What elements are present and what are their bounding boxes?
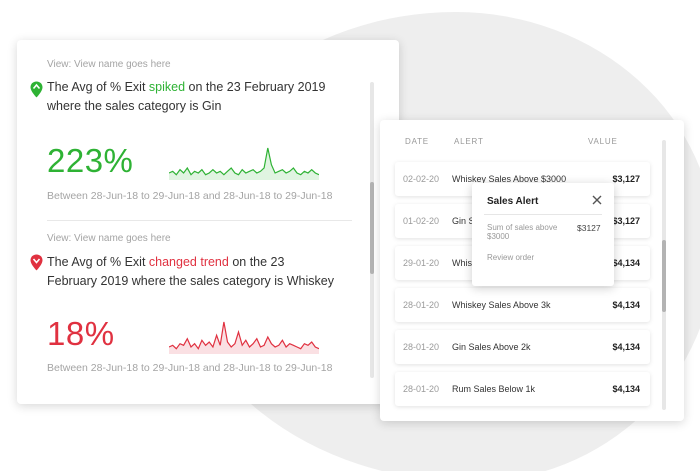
divider — [47, 220, 352, 221]
alert-date: 02-02-20 — [403, 174, 440, 184]
view-label: View: View name goes here — [47, 59, 171, 70]
alert-value: $3,127 — [612, 216, 640, 226]
scrollbar-thumb[interactable] — [662, 240, 666, 312]
column-header-alert: ALERT — [454, 137, 484, 146]
review-order-link[interactable]: Review order — [487, 253, 535, 262]
alert-value: $4,134 — [612, 342, 640, 352]
alert-date: 28-01-20 — [403, 342, 440, 352]
scrollbar[interactable] — [370, 82, 374, 378]
divider — [484, 214, 602, 215]
alert-name: Rum Sales Below 1k — [452, 384, 536, 394]
map-pin-icon — [30, 81, 43, 98]
alert-value: $4,134 — [612, 258, 640, 268]
alert-row[interactable]: 28-01-20 Whiskey Sales Above 3k $4,134 — [395, 288, 650, 322]
view-label: View: View name goes here — [47, 233, 171, 244]
scrollbar[interactable] — [662, 140, 666, 410]
column-header-value: VALUE — [588, 137, 618, 146]
alert-date: 01-02-20 — [403, 216, 440, 226]
alert-name: Whiskey Sales Above 3k — [452, 300, 551, 310]
close-icon[interactable] — [591, 194, 603, 206]
alert-row[interactable]: 28-01-20 Rum Sales Below 1k $4,134 — [395, 372, 650, 406]
insights-card: View: View name goes here The Avg of % E… — [17, 40, 399, 404]
sparkline-chart — [169, 147, 319, 180]
insight-highlight: changed trend — [148, 255, 229, 269]
alert-value: $4,134 — [612, 384, 640, 394]
alert-value: $3,127 — [612, 174, 640, 184]
insight-highlight: spiked — [148, 80, 186, 94]
date-range: Between 28-Jun-18 to 29-Jun-18 and 28-Ju… — [47, 362, 333, 374]
alert-row[interactable]: 28-01-20 Gin Sales Above 2k $4,134 — [395, 330, 650, 364]
popup-title: Sales Alert — [487, 196, 539, 207]
insight-text: The Avg of % Exit changed trend on the 2… — [47, 255, 334, 288]
sales-alert-popup: Sales Alert Sum of sales above $3000 $31… — [472, 183, 614, 286]
insight-value: 223% — [47, 142, 134, 179]
alert-value: $4,134 — [612, 300, 640, 310]
sparkline-chart — [169, 321, 319, 354]
alert-name: Gin Sales Above 2k — [452, 342, 531, 352]
map-pin-icon — [30, 254, 43, 271]
alert-date: 28-01-20 — [403, 300, 440, 310]
insight-value: 18% — [47, 315, 115, 352]
alert-date: 28-01-20 — [403, 384, 440, 394]
alert-date: 29-01-20 — [403, 258, 440, 268]
date-range: Between 28-Jun-18 to 29-Jun-18 and 28-Ju… — [47, 190, 333, 202]
scrollbar-thumb[interactable] — [370, 182, 374, 274]
alert-name: Whiskey Sales Above $3000 — [452, 174, 567, 184]
column-header-date: DATE — [405, 137, 429, 146]
popup-value: $3127 — [577, 223, 601, 233]
popup-label: Sum of sales above $3000 — [487, 223, 558, 241]
insight-text: The Avg of % Exit spiked on the 23 Febru… — [47, 80, 326, 113]
